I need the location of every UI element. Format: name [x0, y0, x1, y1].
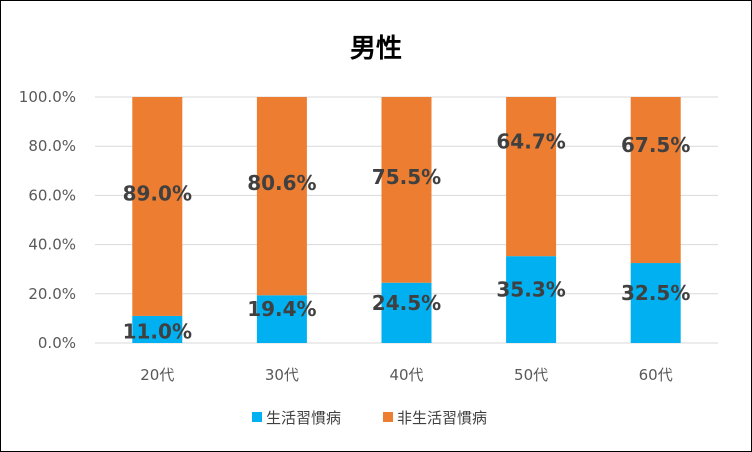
y-tick-label: 100.0% — [19, 88, 76, 106]
legend-label: 生活習慣病 — [266, 409, 341, 427]
data-label: 67.5% — [621, 133, 690, 157]
legend-swatch — [383, 412, 393, 422]
x-tick-label: 40代 — [389, 366, 423, 384]
x-tick-label: 30代 — [265, 366, 299, 384]
bars — [132, 97, 681, 343]
data-label: 89.0% — [123, 181, 192, 205]
x-tick-label: 20代 — [140, 366, 174, 384]
data-label: 24.5% — [372, 291, 441, 315]
bar-segment — [630, 97, 681, 264]
legend: 生活習慣病 非生活習慣病 — [252, 409, 487, 427]
x-tick-label: 50代 — [514, 366, 548, 384]
data-label: 75.5% — [372, 165, 441, 189]
bar-segment — [132, 315, 183, 343]
y-tick-label: 40.0% — [28, 236, 76, 254]
bar-segment — [381, 282, 432, 343]
y-tick-label: 80.0% — [28, 137, 76, 155]
y-axis-ticks: 0.0% 20.0% 40.0% 60.0% 80.0% 100.0% — [19, 88, 76, 352]
data-label: 35.3% — [496, 278, 565, 302]
legend-label: 非生活習慣病 — [397, 409, 487, 427]
y-tick-label: 60.0% — [28, 186, 76, 204]
x-axis-ticks: 20代 30代 40代 50代 60代 — [140, 366, 672, 384]
bar-segment — [381, 97, 432, 283]
bar-segment — [256, 295, 307, 343]
legend-item: 非生活習慣病 — [383, 409, 487, 427]
data-label: 64.7% — [496, 130, 565, 154]
bar-segment — [506, 256, 557, 343]
x-tick-label: 60代 — [639, 366, 673, 384]
bar-segment — [256, 97, 307, 296]
data-label: 32.5% — [621, 281, 690, 305]
y-tick-label: 20.0% — [28, 285, 76, 303]
bar-segment — [630, 263, 681, 343]
legend-swatch — [252, 412, 262, 422]
data-label: 19.4% — [247, 297, 316, 321]
y-tick-label: 0.0% — [38, 334, 76, 352]
legend-item: 生活習慣病 — [252, 409, 341, 427]
chart-title: 男性 — [350, 34, 402, 64]
data-labels: 11.0% 89.0% 19.4% 80.6% 24.5% 75.5% 35.3% 64.7%… — [123, 130, 691, 344]
data-label: 11.0% — [123, 319, 192, 343]
data-label: 80.6% — [247, 171, 316, 195]
bar-segment — [132, 97, 183, 316]
bar-segment — [506, 97, 557, 257]
